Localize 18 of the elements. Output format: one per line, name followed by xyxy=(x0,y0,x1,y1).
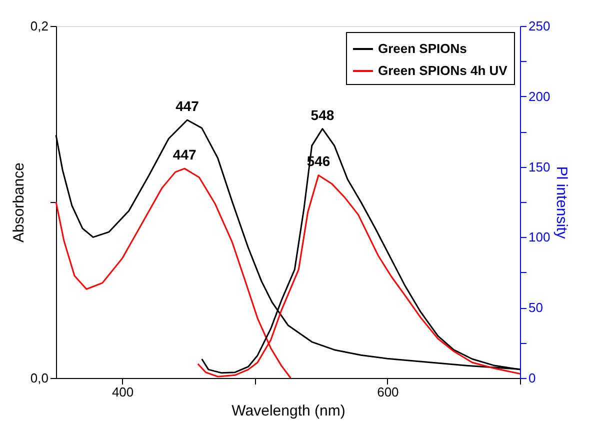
legend-label: Green SPIONs xyxy=(378,41,467,56)
x-axis-title: Wavelength (nm) xyxy=(232,402,346,420)
annotation: 548 xyxy=(310,106,334,123)
y-tick-label: 0,2 xyxy=(30,18,48,34)
y2-tick-label: 50 xyxy=(528,300,543,316)
y2-tick-label: 150 xyxy=(528,159,550,174)
legend-label: Green SPIONs 4h UV xyxy=(378,63,508,78)
y-axis-title: Absorbance xyxy=(10,162,28,243)
y2-tick-label: 0 xyxy=(528,370,536,386)
annotation: 447 xyxy=(176,98,200,114)
x-tick-label: 400 xyxy=(112,384,134,400)
y-tick-label: 0,0 xyxy=(30,370,48,386)
x-tick-label: 600 xyxy=(377,384,399,400)
y2-axis-title: Pl intensity xyxy=(553,166,570,240)
annotation: 447 xyxy=(172,146,196,163)
y2-tick-label: 100 xyxy=(528,230,550,245)
y2-tick-label: 200 xyxy=(528,88,550,104)
y2-tick-label: 250 xyxy=(528,18,550,34)
